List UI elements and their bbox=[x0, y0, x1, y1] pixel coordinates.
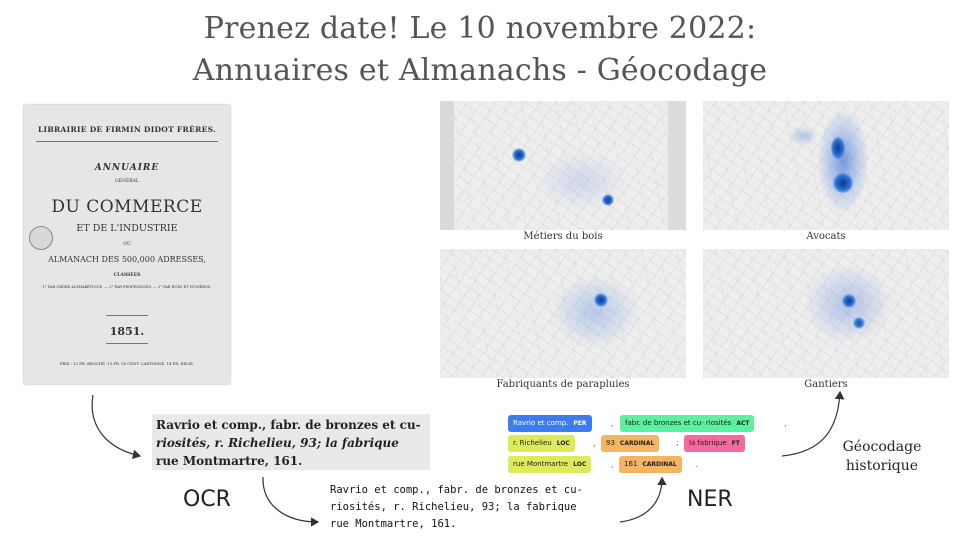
ocr-label: OCR bbox=[183, 487, 231, 512]
hotspot bbox=[833, 173, 853, 193]
hotspot bbox=[842, 294, 856, 308]
title-line-1: Prenez date! Le 10 novembre 2022: bbox=[203, 11, 757, 46]
cover-publisher: LIBRAIRIE DE FIRMIN DIDOT FRÈRES. bbox=[37, 125, 217, 134]
entity-tag: FT bbox=[731, 440, 740, 447]
cover-year-rule-top bbox=[106, 315, 148, 316]
hotspot bbox=[594, 293, 608, 307]
ocr-scan-image: Ravrio et comp., fabr. de bronzes et cu-… bbox=[152, 414, 430, 470]
ocr-text-line-2: riosités, r. Richelieu, 93; la fabrique bbox=[330, 501, 577, 513]
density-cloud bbox=[818, 111, 868, 211]
map-caption-metiers-du-bois: Métiers du bois bbox=[523, 231, 603, 242]
hotspot bbox=[512, 148, 526, 162]
arrow-cover-to-ocr bbox=[91, 394, 142, 460]
heatmap-avocats bbox=[703, 101, 949, 230]
map-background bbox=[703, 249, 949, 378]
separator: , bbox=[784, 419, 787, 428]
cover-year: 1851. bbox=[109, 325, 145, 338]
entity-text: r. Richelieu bbox=[513, 439, 552, 447]
geocoding-line-1: Géocodage bbox=[842, 439, 922, 455]
hotspot bbox=[831, 137, 845, 159]
cover-year-rule-bottom bbox=[106, 343, 148, 344]
cover-classees: CLASSÉES bbox=[113, 273, 141, 278]
map-background bbox=[440, 101, 686, 230]
cover-annuaire: ANNUAIRE bbox=[94, 163, 160, 173]
separator: , bbox=[611, 460, 614, 469]
ner-entity-loc: rue Montmartre LOC bbox=[508, 456, 592, 473]
book-cover-image: LIBRAIRIE DE FIRMIN DIDOT FRÈRES. ANNUAI… bbox=[24, 105, 230, 384]
cover-industrie: ET DE L'INDUSTRIE bbox=[76, 223, 178, 234]
arrow-ocr-to-text bbox=[262, 476, 320, 527]
entity-tag: ACT bbox=[736, 420, 750, 427]
cover-prix: PRIX : 12 FR. BROCHÉ, 13 FR. 50 CENT. CA… bbox=[59, 361, 195, 366]
ner-entity-cardinal: 161 CARDINAL bbox=[619, 456, 682, 473]
ocr-text-line-3: rue Montmartre, 161. bbox=[330, 518, 457, 530]
density-cloud bbox=[788, 126, 818, 146]
entity-text: Ravrio et comp. bbox=[513, 419, 569, 427]
ner-entity-ft: la fabrique FT bbox=[684, 435, 745, 452]
map-background bbox=[440, 249, 686, 378]
ocr-text-output: Ravrio et comp., fabr. de bronzes et cu-… bbox=[330, 482, 620, 533]
map-edge-left bbox=[440, 101, 454, 230]
map-edge-right bbox=[668, 101, 686, 230]
cover-almanach: ALMANACH DES 500,000 ADRESSES, bbox=[48, 255, 206, 264]
ner-entity-per: Ravrio et comp. PER bbox=[508, 415, 592, 432]
entity-text: 161 bbox=[624, 460, 638, 468]
cover-commerce: DU COMMERCE bbox=[51, 197, 203, 217]
entity-tag: CARDINAL bbox=[619, 440, 655, 447]
separator: ; bbox=[676, 438, 679, 447]
ocr-text-line-1: Ravrio et comp., fabr. de bronzes et cu- bbox=[330, 484, 583, 496]
library-stamp-icon bbox=[29, 226, 53, 250]
entity-text: la fabrique bbox=[689, 439, 727, 447]
map-caption-gantiers: Gantiers bbox=[804, 379, 848, 390]
ner-label: NER bbox=[687, 487, 733, 512]
cover-ou: OU bbox=[123, 242, 131, 247]
entity-tag: CARDINAL bbox=[642, 461, 677, 468]
entity-text: rue Montmartre bbox=[513, 460, 569, 468]
arrow-text-to-ner bbox=[619, 476, 667, 523]
ner-entity-cardinal: 93 CARDINAL bbox=[601, 435, 660, 452]
geocoding-line-2: historique bbox=[845, 458, 919, 474]
ner-entity-act: fabr. de bronzes et cu- riosités ACT bbox=[620, 415, 755, 432]
title-line-2: Annuaires et Almanachs - Géocodage bbox=[192, 53, 768, 88]
hotspot bbox=[602, 194, 614, 206]
arrow-ner-to-geocoding bbox=[781, 390, 845, 457]
density-cloud bbox=[550, 274, 640, 349]
heatmap-gantiers bbox=[703, 249, 949, 378]
scan-line-3: rue Montmartre, 161. bbox=[156, 454, 303, 468]
cover-general: GÉNÉRAL bbox=[115, 179, 139, 184]
entity-tag: PER bbox=[573, 420, 587, 427]
entity-tag: LOC bbox=[556, 440, 570, 447]
scan-line-2: riosités, r. Richelieu, 93; la fabrique bbox=[156, 436, 399, 450]
entity-tag: LOC bbox=[573, 461, 587, 468]
heatmap-fabriquants-de-parapluies bbox=[440, 249, 686, 378]
entity-text: fabr. de bronzes et cu- riosités bbox=[625, 419, 732, 427]
separator: . bbox=[695, 460, 698, 469]
heatmap-metiers-du-bois bbox=[440, 101, 686, 230]
cover-rule bbox=[36, 141, 218, 142]
separator: , bbox=[593, 439, 596, 448]
scan-line-1: Ravrio et comp., fabr. de bronzes et cu- bbox=[156, 418, 421, 432]
ner-entity-loc: r. Richelieu LOC bbox=[508, 435, 575, 452]
geocoding-label: Géocodage historique bbox=[830, 438, 934, 476]
separator: , bbox=[611, 419, 614, 428]
density-cloud bbox=[536, 151, 626, 211]
slide-title: Prenez date! Le 10 novembre 2022: Annuai… bbox=[0, 8, 960, 92]
map-caption-avocats: Avocats bbox=[806, 231, 846, 242]
cover-classement: 1° PAR ORDRE ALPHABÉTIQUE. — 2° PAR PROF… bbox=[42, 285, 212, 289]
hotspot bbox=[853, 317, 865, 329]
map-caption-fabriquants-de-parapluies: Fabriquants de parapluies bbox=[496, 379, 630, 390]
entity-text: 93 bbox=[606, 439, 615, 447]
